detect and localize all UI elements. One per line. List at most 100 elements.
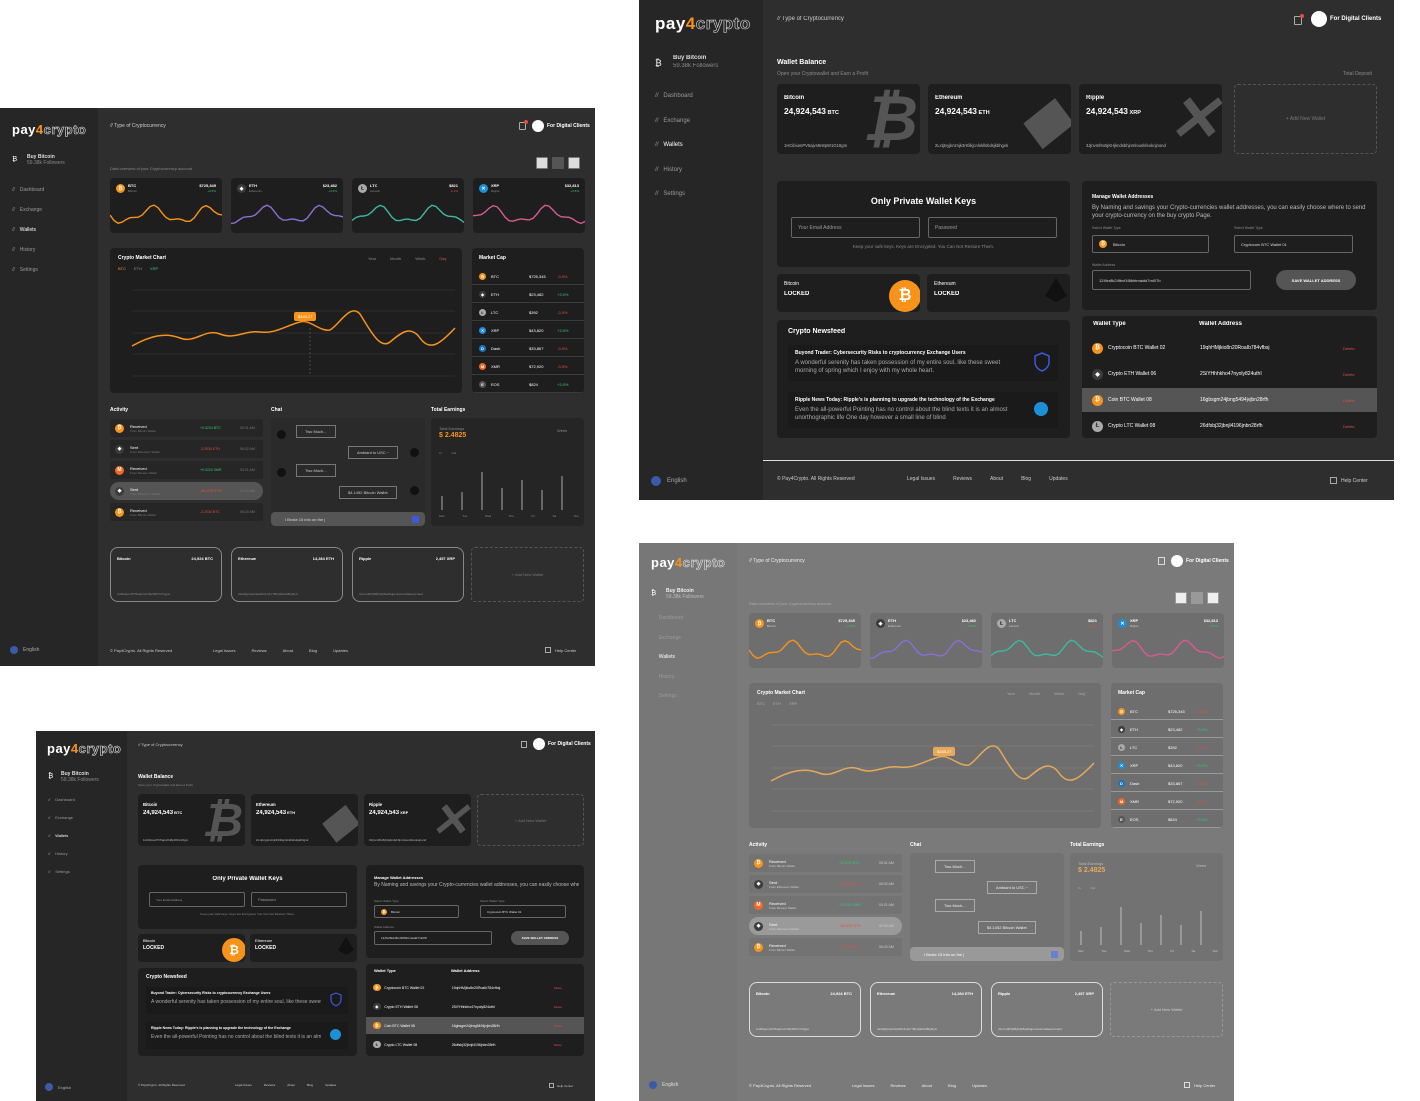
locked-card-ethereum[interactable]: Ethereum LOCKED bbox=[927, 274, 1070, 312]
wallet-card-ripple[interactable]: Ripple 2,457 XRP 3Jyrvu9b9jS8jKHjr8aabkjpe… bbox=[991, 982, 1103, 1037]
footer-link[interactable]: Reviews bbox=[953, 476, 972, 482]
ticker-card-eth[interactable]: ◆ ETH Ethereum $23,482 +3.5% bbox=[870, 613, 982, 668]
ticker-card-eth[interactable]: ◆ ETH Ethereum $23,482 +3.5% bbox=[231, 178, 343, 233]
range-day[interactable]: Day bbox=[1078, 691, 1086, 696]
activity-row[interactable]: ₿ Received From Bitcoin Wallet -3.2034 BTC 0… bbox=[110, 503, 263, 521]
add-wallet-card[interactable]: + Add New Wallet bbox=[1234, 84, 1377, 154]
balance-card-ripple[interactable]: ✕ Ripple 24,924,543 XRP 3Jjnvmf6o5jKHjkndsb… bbox=[364, 794, 471, 846]
footer-link[interactable]: Legal Issues bbox=[907, 476, 936, 482]
range-month[interactable]: Month bbox=[1029, 691, 1041, 696]
chat-input[interactable]: I Broke 15 info on the | bbox=[271, 512, 425, 526]
balance-card-ethereum[interactable]: ◆ Ethereum 24,924,543 ETH 2Lxtjtvyjknznjk3r… bbox=[251, 794, 358, 846]
activity-row[interactable]: ₿ Received From Bitcoin Wallet +0.0224 BTC 0… bbox=[110, 419, 263, 437]
footer-link[interactable]: Blog bbox=[948, 1083, 957, 1088]
wallet-table-row[interactable]: ₿ Cryptocoin BTC Wallet 02 19qhHMjkio8n20R… bbox=[1082, 336, 1377, 360]
view-toggle[interactable] bbox=[1175, 592, 1219, 604]
sidebar-item-wallets[interactable]: //Wallets bbox=[12, 227, 36, 233]
footer-link[interactable]: About bbox=[989, 476, 1004, 482]
user-menu[interactable]: For Digital Clients bbox=[1171, 555, 1229, 567]
range-week[interactable]: Week bbox=[415, 256, 426, 261]
send-icon[interactable] bbox=[1051, 950, 1058, 958]
activity-row[interactable]: M Received From Monero Wallet +0.0224 XMR 03… bbox=[110, 461, 263, 479]
notification-icon[interactable] bbox=[519, 120, 528, 130]
market-cap-row[interactable]: ₿ BTC $725,345 -3.5% bbox=[1111, 704, 1223, 720]
market-cap-row[interactable]: ✕ XRP $43,820 +3.5% bbox=[472, 323, 584, 339]
balance-card-ripple[interactable]: ✕ Ripple 24,924,543 XRP 3Jjnvmf6o5jKHjkndsb… bbox=[1079, 84, 1222, 154]
help-center[interactable]: Help Center bbox=[549, 1083, 573, 1088]
list-icon[interactable] bbox=[552, 157, 564, 169]
wallet-card-ripple[interactable]: Ripple 2,457 XRP 3Jyrvu9b9jS8jKHjr8aabkjpe… bbox=[352, 547, 464, 602]
ticker-card-ltc[interactable]: Ł LTC Litecoin $821 -2.1% bbox=[991, 613, 1103, 668]
market-cap-row[interactable]: Ł LTC $392 -3.5% bbox=[472, 305, 584, 321]
footer-link[interactable]: Blog bbox=[307, 1083, 314, 1087]
wallet-table-row[interactable]: ◆ Crypto ETH Wallet 06 2SiYHhhkho47nyoly82… bbox=[366, 998, 584, 1015]
news-item[interactable]: Ripple News Today: Ripple's is planning … bbox=[146, 1022, 348, 1049]
ticker-card-btc[interactable]: ₿ BTC Bitcoin $725,345 +3.5% bbox=[110, 178, 222, 233]
activity-row[interactable]: ◆ Sent From Ethereum Wallet -3.2034 ETH 06:0… bbox=[749, 875, 902, 893]
sidebar-item-history[interactable]: //History bbox=[651, 673, 675, 680]
balance-card-bitcoin[interactable]: ₿ Bitcoin 24,924,543 BTC 1HCibiumPV5ajvs9n8… bbox=[138, 794, 245, 846]
footer-link[interactable]: Reviews bbox=[251, 648, 267, 653]
sidebar-item-settings[interactable]: //Settings bbox=[12, 267, 38, 273]
wallet-table-row[interactable]: ₿ Cryptocoin BTC Wallet 02 19qhHMjkio8n20R… bbox=[366, 979, 584, 996]
market-cap-row[interactable]: D Dash $33,867 -3.5% bbox=[1111, 776, 1223, 792]
range-month[interactable]: Month bbox=[390, 256, 402, 261]
wallet-card-bitcoin[interactable]: Bitcoin 24,924 BTC 1Hf4bjaumPV5a2psvUn8pS8… bbox=[110, 547, 222, 602]
footer-link[interactable]: Legal Issues bbox=[213, 648, 236, 653]
wallet-type-select[interactable]: ₿ Bitcoin bbox=[1092, 235, 1209, 253]
help-center[interactable]: Help Center bbox=[545, 647, 576, 653]
range-year[interactable]: Year bbox=[1007, 691, 1016, 696]
list-icon[interactable] bbox=[1191, 592, 1203, 604]
activity-row[interactable]: ◆ Sent From Ethereum Wallet -3.2034 ETH 06:0… bbox=[110, 440, 263, 458]
balance-card-ethereum[interactable]: ◆ Ethereum 24,924,543 ETH 2Lxtjtvyjknznjk3r… bbox=[928, 84, 1071, 154]
wallet-name-field[interactable]: Cryptocoin BTC Wallet 01 bbox=[1234, 235, 1353, 253]
activity-row[interactable]: M Received From Monero Wallet +0.0224 XMR 03… bbox=[749, 896, 902, 914]
footer-link[interactable]: Blog bbox=[309, 648, 318, 653]
wallet-type-select[interactable]: ₿ Bitcoin bbox=[374, 905, 459, 918]
footer-link[interactable]: Reviews bbox=[890, 1083, 906, 1088]
add-wallet-card[interactable]: + Add New Wallet bbox=[1110, 982, 1223, 1037]
language-select[interactable]: English bbox=[651, 476, 687, 486]
language-select[interactable]: English bbox=[10, 646, 39, 654]
wallet-card-bitcoin[interactable]: Bitcoin 24,924 BTC 1Hf4bjaumPV5a2psvUn8pS8… bbox=[749, 982, 861, 1037]
add-wallet-card[interactable]: + Add New Wallet bbox=[471, 547, 584, 602]
delete-link[interactable]: Delete bbox=[553, 985, 562, 990]
sidebar-item-wallets[interactable]: //Wallets bbox=[48, 833, 69, 838]
market-cap-row[interactable]: E EOS $824 +3.5% bbox=[1111, 812, 1223, 828]
market-cap-row[interactable]: Ł LTC $392 -3.5% bbox=[1111, 740, 1223, 756]
footer-link[interactable]: Legal Issues bbox=[235, 1083, 252, 1087]
email-field[interactable]: Your Email Address bbox=[791, 217, 920, 238]
wallet-name-field[interactable]: Cryptocoin BTC Wallet 01 bbox=[480, 905, 566, 918]
delete-link[interactable]: Delete bbox=[553, 1023, 562, 1028]
notification-icon[interactable] bbox=[521, 741, 527, 748]
user-menu[interactable]: For Digital Clients bbox=[532, 120, 590, 132]
sidebar-item-exchange[interactable]: //Exchange bbox=[651, 634, 682, 641]
add-wallet-card[interactable]: + Add New Wallet bbox=[477, 794, 584, 846]
sidebar-item-exchange[interactable]: //Exchange bbox=[12, 207, 43, 213]
notification-icon[interactable] bbox=[1158, 557, 1165, 565]
footer-link[interactable]: Legal Issues bbox=[852, 1083, 875, 1088]
ticker-card-xrp[interactable]: ✕ XRP Ripple $32,813 +3.5% bbox=[1112, 613, 1224, 668]
sidebar-item-history[interactable]: //History bbox=[655, 166, 683, 173]
view-toggle[interactable] bbox=[536, 157, 580, 169]
delete-link[interactable]: Delete bbox=[1343, 397, 1355, 403]
news-item[interactable]: Buyond Trader: Cybersecurity Risks to cr… bbox=[788, 345, 1058, 381]
market-cap-row[interactable]: ₿ BTC $725,345 -3.5% bbox=[472, 269, 584, 285]
market-cap-row[interactable]: ◆ ETH $23,482 +3.5% bbox=[1111, 722, 1223, 738]
footer-link[interactable]: Blog bbox=[1021, 476, 1032, 482]
market-cap-row[interactable]: M XMR $72,920 -3.5% bbox=[1111, 794, 1223, 810]
user-menu[interactable]: For Digital Clients bbox=[1311, 11, 1381, 27]
wallet-address-field[interactable]: 124fcr8k24fbvf1f8blrtmaidd7rni07b bbox=[374, 931, 492, 945]
sidebar-item-wallets[interactable]: //Wallets bbox=[651, 654, 675, 660]
earnings-period[interactable]: Week bbox=[557, 428, 568, 433]
footer-link[interactable]: Updates bbox=[1049, 476, 1068, 482]
help-center[interactable]: Help Center bbox=[1330, 477, 1368, 484]
ticker-card-btc[interactable]: ₿ BTC Bitcoin $725,345 +3.5% bbox=[749, 613, 861, 668]
footer-link[interactable]: About bbox=[921, 1083, 933, 1088]
grid-icon[interactable] bbox=[536, 157, 548, 169]
footer-link[interactable]: About bbox=[287, 1083, 296, 1087]
grid-icon[interactable] bbox=[1175, 592, 1187, 604]
delete-link[interactable]: Delete bbox=[1343, 423, 1355, 429]
notification-icon[interactable] bbox=[1294, 14, 1304, 25]
save-wallet-button[interactable]: SAVE WALLET ADDRESS bbox=[1276, 270, 1356, 290]
